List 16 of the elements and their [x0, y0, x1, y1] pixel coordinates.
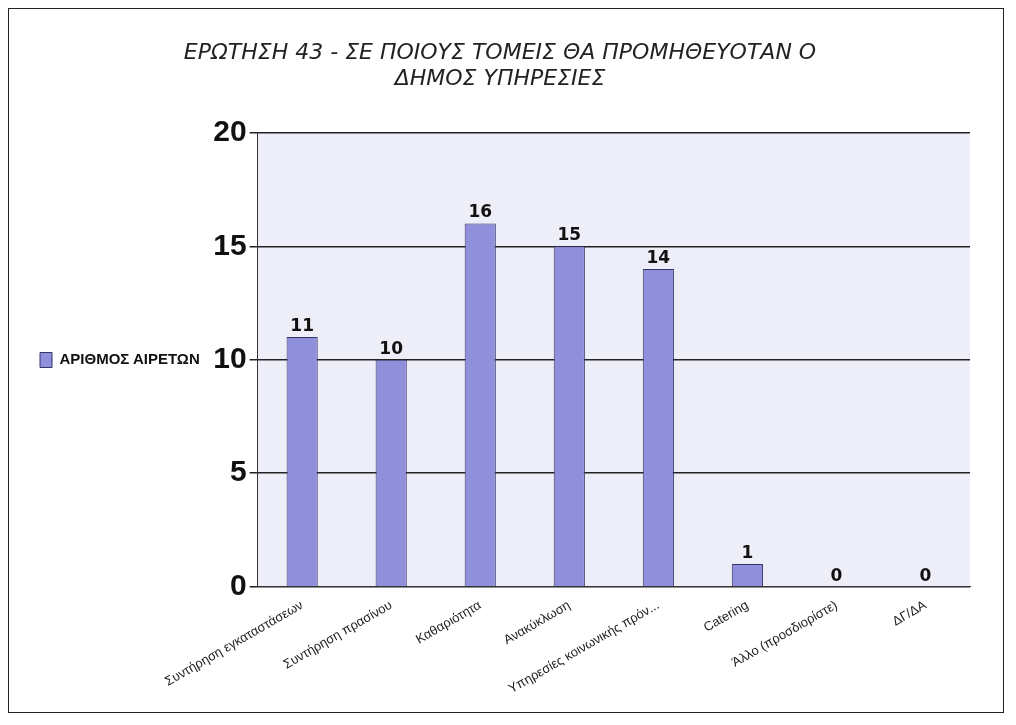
data-label: 16 [468, 201, 493, 222]
y-tick-label: 20 [213, 114, 247, 148]
text: ΕΡΩΤΗΣΗ 43 - ΣΕ ΠΟΙΟΥΣ ΤΟΜΕΙΣ ΘΑ ΠΡΟΜΗΘΕΥΟΤΑΝ Ο [183, 38, 817, 64]
y-tick-label: 5 [229, 454, 247, 488]
data-label: 11 [290, 314, 314, 335]
y-tick-label: 0 [229, 567, 247, 601]
data-label: 14 [646, 246, 671, 267]
y-tick-label: 15 [213, 227, 247, 261]
legend-label: ΑΡΙΘΜΟΣ ΑΙΡΕΤΩΝ [59, 350, 200, 368]
y-tick-label: 10 [213, 340, 247, 374]
data-label: 0 [919, 564, 932, 585]
data-label: 10 [379, 337, 404, 358]
data-label: 0 [830, 564, 843, 585]
data-label: 15 [557, 224, 582, 245]
text: ΔΗΜΟΣ ΥΠΗΡΕΣΙΕΣ [394, 65, 606, 91]
data-label: 1 [741, 541, 754, 562]
